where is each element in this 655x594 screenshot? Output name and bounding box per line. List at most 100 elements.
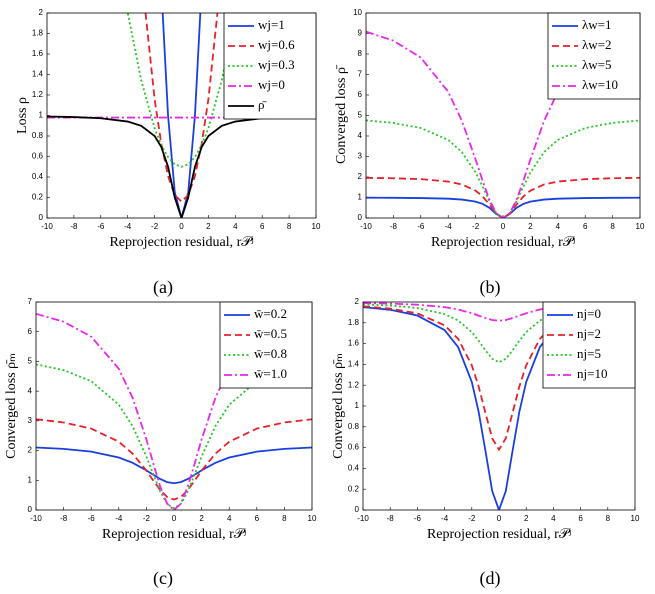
x-tick-label: -4 xyxy=(441,514,449,523)
x-tick-label: 0 xyxy=(179,222,184,231)
series-line xyxy=(36,312,312,510)
legend: λw=1 λw=2 λw=5 λw=10 xyxy=(547,12,641,100)
x-tick-label: 2 xyxy=(206,222,211,231)
y-tick-label: 2 xyxy=(28,446,33,455)
legend-label: ρ̄ xyxy=(258,97,266,112)
y-tick-label: 4 xyxy=(358,131,363,140)
legend: wj=1 wj=0.6 wj=0.3 wj=0 ρ̄ xyxy=(223,12,317,120)
legend-label: λw=10 xyxy=(582,77,618,92)
x-tick-label: -4 xyxy=(445,222,453,231)
legend-box xyxy=(547,12,641,100)
legend-label: nj=2 xyxy=(577,326,601,341)
subplot: -10 -8 -6 -4 -2 0 2 4 6 8 10012345678910λw=1λw=2λw… xyxy=(334,8,645,298)
y-tick-label: 1.6 xyxy=(348,339,360,348)
legend-label: wj=0.3 xyxy=(258,57,295,72)
legend-label: w̄=0.2 xyxy=(254,306,287,321)
x-tick-label: -6 xyxy=(97,222,105,231)
y-axis-label: Converged loss ρ̄ₘ xyxy=(4,353,19,459)
y-tick-label: 0 xyxy=(358,213,363,222)
subplot: -10 -8 -6 -4 -2 0 2 4 6 8 10 0 0.2 0.4 0.6 0.8 1 1.2 1.4 1.… xyxy=(331,297,640,589)
y-tick-label: 0 xyxy=(39,213,44,222)
x-tick-label: 4 xyxy=(227,514,232,523)
legend-label: λw=2 xyxy=(582,37,612,52)
x-tick-label: -10 xyxy=(357,514,369,523)
x-tick-label: 0 xyxy=(497,514,502,523)
legend-label: w̄=0.5 xyxy=(254,326,287,341)
y-tick-label: 7 xyxy=(28,297,33,306)
x-tick-label: -6 xyxy=(414,514,422,523)
x-tick-label: 10 xyxy=(636,222,645,231)
y-tick-label: 1.2 xyxy=(348,380,360,389)
y-tick-label: 10 xyxy=(353,8,362,17)
y-tick-label: 1 xyxy=(39,111,44,120)
panel-label: (d) xyxy=(480,568,501,589)
y-tick-label: 5 xyxy=(358,111,363,120)
series-line xyxy=(47,115,316,218)
y-tick-label: 8 xyxy=(358,49,363,58)
legend-label: λw=1 xyxy=(582,17,612,32)
legend-label: λw=5 xyxy=(582,57,612,72)
y-tick-label: 0.4 xyxy=(348,464,360,473)
y-tick-label: 0.4 xyxy=(32,172,44,181)
y-tick-label: 1.2 xyxy=(32,90,44,99)
y-tick-label: 1.6 xyxy=(32,49,44,58)
y-tick-label: 0.2 xyxy=(32,193,44,202)
x-tick-label: 8 xyxy=(282,514,287,523)
series-line xyxy=(36,418,312,501)
x-tick-label: 8 xyxy=(610,222,615,231)
y-tick-label: 3 xyxy=(358,152,363,161)
x-tick-label: -2 xyxy=(472,222,480,231)
x-tick-label: 4 xyxy=(551,514,556,523)
x-tick-label: 2 xyxy=(524,514,529,523)
y-tick-label: 1.8 xyxy=(348,318,360,327)
panel-label: (b) xyxy=(480,277,501,298)
x-tick-label: -6 xyxy=(88,514,96,523)
legend-box xyxy=(219,301,313,389)
x-tick-label: -8 xyxy=(390,222,398,231)
x-tick-label: -10 xyxy=(41,222,53,231)
y-tick-label: 6 xyxy=(28,327,33,336)
legend-label: wj=0.6 xyxy=(258,37,295,52)
legend-label: wj=0 xyxy=(258,77,285,92)
x-tick-label: 0 xyxy=(501,222,506,231)
x-tick-label: -10 xyxy=(360,222,372,231)
y-tick-label: 1.4 xyxy=(348,360,360,369)
legend: nj=0 nj=2 nj=5 nj=10 xyxy=(542,301,636,389)
y-tick-label: 0.8 xyxy=(348,422,360,431)
x-tick-label: -2 xyxy=(468,514,476,523)
y-tick-label: 2 xyxy=(39,8,44,17)
x-tick-label: -8 xyxy=(387,514,395,523)
axes-frame xyxy=(362,301,636,511)
y-tick-label: 0 xyxy=(28,505,33,514)
x-tick-label: -2 xyxy=(151,222,159,231)
legend-label: nj=10 xyxy=(577,366,607,381)
x-tick-label: -4 xyxy=(124,222,132,231)
panel-label: (a) xyxy=(153,277,173,298)
legend: w̄=0.2 w̄=0.5 w̄=0.8 w̄=1.0 xyxy=(219,301,313,389)
legend-label: nj=0 xyxy=(577,306,601,321)
subplot: -10 -8 -6 -4 -2 0 2 4 6 8 1001234567w̄=0.2w̄=0.5w̄… xyxy=(4,297,317,589)
x-axis-label: Reprojection residual, r𝒫ʲ xyxy=(431,235,575,250)
y-tick-label: 0 xyxy=(355,505,360,514)
legend-label: wj=1 xyxy=(258,17,285,32)
y-tick-label: 9 xyxy=(358,29,363,38)
x-tick-label: 2 xyxy=(528,222,533,231)
axes-frame xyxy=(35,301,313,511)
x-tick-label: 10 xyxy=(308,514,317,523)
y-tick-label: 5 xyxy=(28,357,33,366)
series-line xyxy=(126,13,237,168)
x-tick-label: -2 xyxy=(143,514,151,523)
series-line xyxy=(36,363,312,510)
series-line xyxy=(366,119,640,218)
x-tick-label: 6 xyxy=(583,222,588,231)
legend-label: w̄=0.8 xyxy=(254,346,287,361)
x-tick-label: -4 xyxy=(115,514,123,523)
series-line xyxy=(363,305,635,452)
x-tick-label: 6 xyxy=(260,222,265,231)
subplot: -10 -8 -6 -4 -2 0 2 4 6 8 10 0 0.2 0.4 0.6 0.8 1 1.2 1.4 1.… xyxy=(15,8,321,298)
series-line xyxy=(36,446,312,485)
y-tick-label: 7 xyxy=(358,70,363,79)
y-tick-label: 0.6 xyxy=(32,152,44,161)
panel-label: (c) xyxy=(153,568,173,589)
